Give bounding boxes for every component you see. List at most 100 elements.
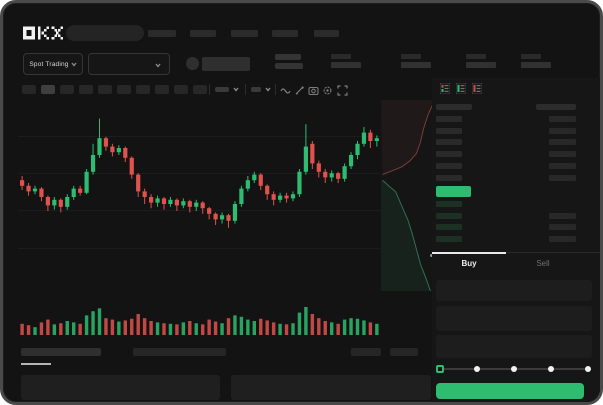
pair-coin-avatar — [186, 57, 199, 70]
chevron-down-icon[interactable] — [233, 87, 239, 92]
timeframe-button[interactable] — [79, 85, 93, 94]
ask-price-placeholder[interactable] — [436, 151, 462, 157]
bottom-link-placeholder[interactable] — [390, 348, 418, 356]
ask-amount-placeholder — [549, 175, 576, 181]
bid-price-placeholder[interactable] — [436, 236, 462, 242]
pencil-icon[interactable] — [294, 85, 305, 96]
stat-label-placeholder — [466, 54, 486, 59]
timeframe-button[interactable] — [60, 85, 74, 94]
bottom-link-placeholder[interactable] — [351, 348, 381, 356]
bid-amount-placeholder — [549, 224, 576, 230]
settings-icon[interactable] — [322, 85, 333, 96]
active-tab-underline — [21, 363, 51, 365]
nav-item-placeholder[interactable] — [190, 30, 216, 37]
nav-item-placeholder[interactable] — [314, 30, 339, 37]
chart-gridline — [18, 248, 431, 249]
bid-price-placeholder[interactable] — [436, 213, 462, 219]
toolbar-divider — [245, 84, 246, 95]
orderbook-last-price[interactable] — [436, 186, 471, 197]
amount-field[interactable] — [436, 306, 592, 331]
orders-table-row-placeholder — [21, 375, 220, 400]
okx-logo[interactable] — [23, 26, 63, 40]
stat-label-placeholder — [521, 54, 541, 59]
ask-price-placeholder[interactable] — [436, 116, 462, 122]
chevron-down-icon[interactable] — [265, 87, 271, 92]
timeframe-button[interactable] — [193, 85, 207, 94]
depth-chart — [381, 100, 433, 291]
ask-amount-placeholder — [549, 139, 576, 145]
orderbook-bids-icon[interactable] — [456, 83, 466, 94]
timeframe-button[interactable] — [174, 85, 188, 94]
total-field[interactable] — [436, 335, 592, 358]
ask-price-placeholder[interactable] — [436, 175, 462, 181]
timeframe-button[interactable] — [98, 85, 112, 94]
price-change-placeholder — [275, 63, 303, 69]
volume-bars — [20, 307, 379, 335]
ask-price-placeholder[interactable] — [436, 128, 462, 134]
slider-stop[interactable] — [585, 366, 591, 372]
ask-price-placeholder[interactable] — [436, 163, 462, 169]
orderbook-header-amount — [536, 104, 576, 110]
timeframe-button[interactable] — [136, 85, 150, 94]
indicator-selector-label[interactable] — [215, 87, 229, 92]
slider-stop[interactable] — [511, 366, 517, 372]
chevron-down-icon — [71, 62, 77, 67]
timeframe-button[interactable] — [117, 85, 131, 94]
stat-value-placeholder — [466, 62, 496, 68]
stat-value-placeholder — [401, 62, 431, 68]
stat-value-placeholder — [521, 62, 551, 68]
depth-chart-panel — [381, 100, 433, 291]
orderbook-header-price — [436, 104, 472, 110]
stat-label-placeholder — [331, 54, 351, 59]
chart-gridline — [18, 173, 431, 174]
ask-amount-placeholder — [549, 128, 576, 134]
tab-buy[interactable]: Buy — [461, 259, 477, 268]
camera-icon[interactable] — [308, 85, 319, 96]
last-price-placeholder — [275, 54, 301, 60]
chart-gridline — [18, 136, 431, 137]
toolbar-divider — [209, 84, 210, 95]
top-nav — [148, 30, 398, 38]
orderbook-layout-switcher — [440, 83, 482, 94]
market-type-label: Spot Trading — [29, 60, 69, 68]
ask-amount-placeholder — [549, 116, 576, 122]
market-type-selector[interactable]: Spot Trading — [23, 53, 83, 75]
bottom-tab-active-placeholder[interactable] — [21, 348, 101, 356]
tab-sell[interactable]: Sell — [536, 259, 550, 268]
buy-button[interactable] — [436, 383, 584, 399]
slider-handle[interactable] — [436, 365, 444, 373]
nav-item-placeholder[interactable] — [272, 30, 298, 37]
chart-gridline — [18, 210, 431, 211]
ask-amount-placeholder — [549, 151, 576, 157]
timeframe-button[interactable] — [41, 85, 55, 94]
timeframe-button[interactable] — [155, 85, 169, 94]
bottom-tab-placeholder[interactable] — [133, 348, 226, 356]
stat-value-placeholder — [331, 62, 361, 68]
tab-divider — [506, 252, 600, 253]
ask-price-placeholder[interactable] — [436, 139, 462, 145]
slider-stop[interactable] — [548, 366, 554, 372]
fullscreen-icon[interactable] — [337, 85, 348, 96]
search-input[interactable] — [66, 25, 144, 41]
orderbook-asks-icon[interactable] — [472, 83, 482, 94]
nav-item-placeholder[interactable] — [148, 30, 176, 37]
pair-selector[interactable] — [88, 53, 170, 75]
chart-style-selector-label[interactable] — [251, 87, 261, 92]
orderbook-combined-icon[interactable] — [440, 83, 450, 94]
ask-amount-placeholder — [549, 163, 576, 169]
candlestick-chart[interactable] — [18, 98, 380, 258]
price-field[interactable] — [436, 280, 592, 301]
slider-stop[interactable] — [474, 366, 480, 372]
wave-icon[interactable] — [280, 85, 291, 96]
chevron-down-icon — [155, 63, 161, 68]
bid-price-placeholder[interactable] — [436, 224, 462, 230]
nav-item-placeholder[interactable] — [231, 30, 258, 37]
timeframe-button[interactable] — [22, 85, 36, 94]
pair-name-placeholder[interactable] — [202, 57, 250, 71]
toolbar-divider — [275, 84, 276, 95]
bid-price-placeholder[interactable] — [436, 201, 462, 207]
stat-label-placeholder — [401, 54, 421, 59]
buy-tab-indicator — [432, 252, 506, 254]
